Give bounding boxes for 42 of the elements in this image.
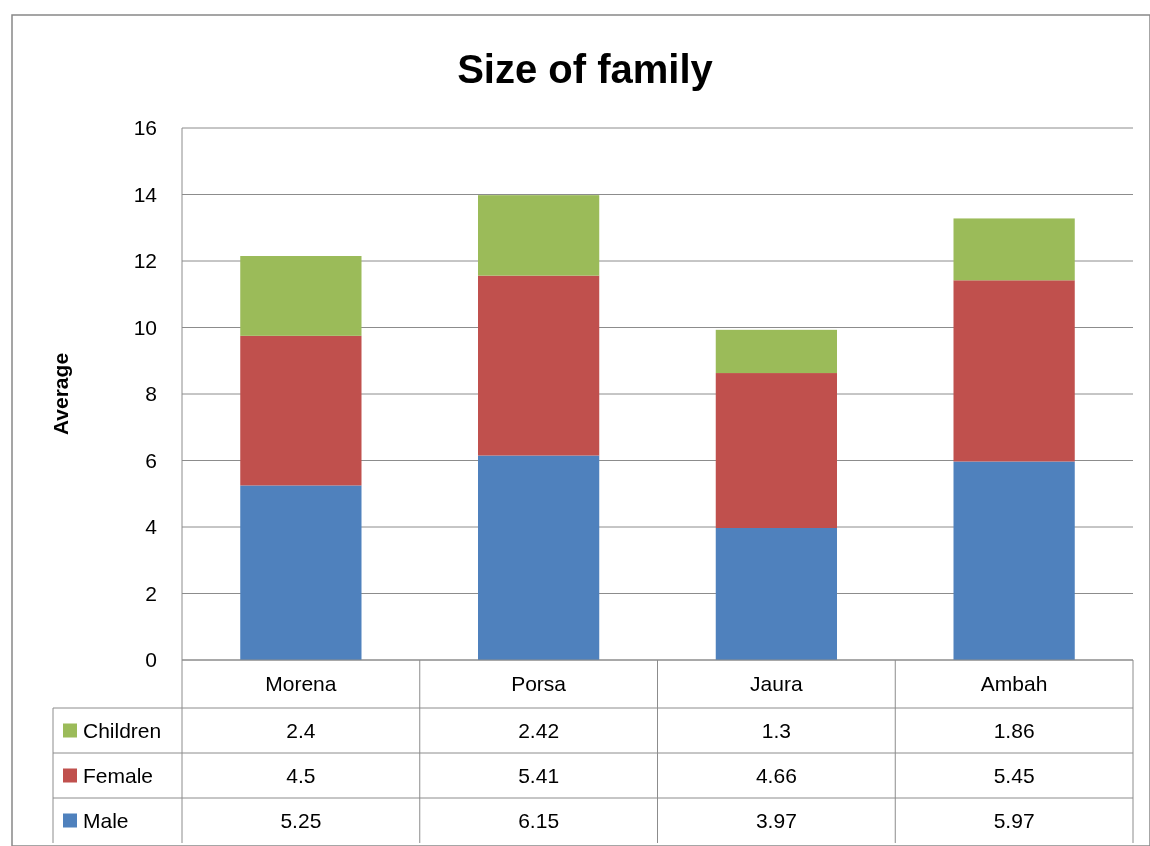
legend-label: Female bbox=[83, 763, 154, 787]
x-tick-label: Morena bbox=[265, 672, 337, 696]
bar bbox=[715, 528, 837, 660]
legend-label: Children bbox=[83, 718, 162, 742]
x-tick-label: Ambah bbox=[980, 672, 1048, 696]
y-tick-label: 4 bbox=[145, 515, 158, 539]
y-tick-label: 0 bbox=[145, 648, 157, 672]
bar bbox=[953, 461, 1075, 660]
bar bbox=[240, 485, 362, 660]
bar bbox=[478, 195, 600, 276]
legend-label: Male bbox=[83, 808, 129, 832]
y-tick-label: 10 bbox=[133, 315, 157, 339]
bar bbox=[953, 218, 1075, 281]
y-tick-label: 12 bbox=[133, 249, 157, 273]
data-label: 5.45 bbox=[993, 763, 1035, 787]
data-label: 5.97 bbox=[993, 808, 1035, 832]
bar bbox=[478, 455, 600, 660]
data-label: 1.86 bbox=[993, 718, 1035, 742]
data-label: 5.41 bbox=[518, 763, 560, 787]
data-label: 1.3 bbox=[761, 718, 791, 742]
x-tick-label: Porsa bbox=[511, 672, 567, 696]
chart-title: Size of family bbox=[457, 47, 714, 91]
data-label: 4.66 bbox=[755, 763, 797, 787]
bar bbox=[953, 280, 1075, 462]
y-tick-label: 2 bbox=[145, 581, 157, 605]
data-label: 4.5 bbox=[286, 763, 316, 787]
bar bbox=[240, 256, 362, 336]
bar bbox=[478, 275, 600, 456]
bar bbox=[715, 373, 837, 528]
data-label: 3.97 bbox=[755, 808, 797, 832]
data-label: 6.15 bbox=[518, 808, 560, 832]
data-label: 2.4 bbox=[286, 718, 316, 742]
data-label: 5.25 bbox=[280, 808, 322, 832]
x-tick-label: Jaura bbox=[750, 672, 803, 696]
bar bbox=[240, 335, 362, 486]
y-tick-label: 14 bbox=[133, 182, 158, 206]
y-tick-label: 6 bbox=[145, 448, 157, 472]
data-label: 2.42 bbox=[518, 718, 560, 742]
y-axis-title: Average bbox=[49, 352, 72, 436]
bar bbox=[715, 329, 837, 374]
y-tick-label: 8 bbox=[145, 382, 157, 406]
y-tick-label: 16 bbox=[133, 116, 157, 140]
